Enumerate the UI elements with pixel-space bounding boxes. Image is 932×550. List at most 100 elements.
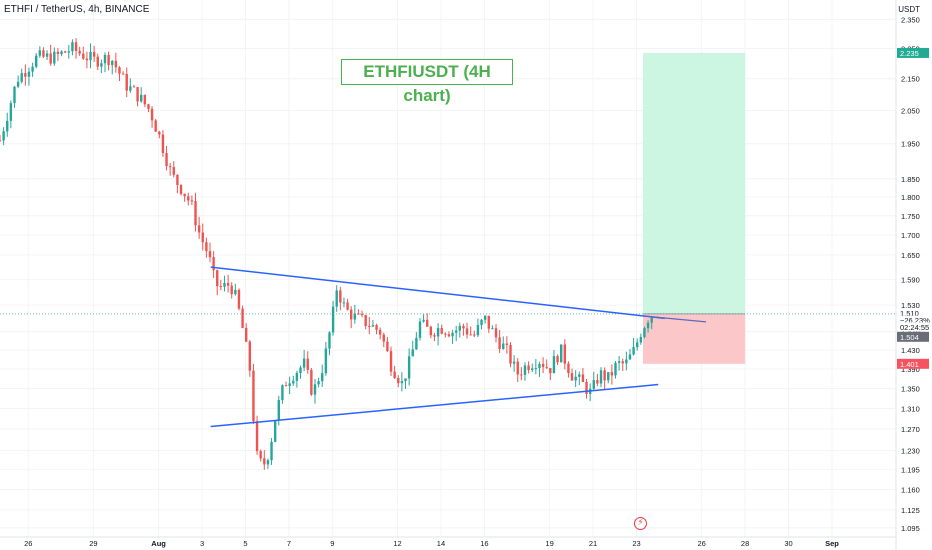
candle-body xyxy=(270,441,273,461)
candle-body xyxy=(310,369,313,395)
candle-body xyxy=(610,372,614,376)
candle-body xyxy=(429,326,433,336)
candle-body xyxy=(523,365,527,375)
candle-body xyxy=(16,81,20,87)
candle-body xyxy=(241,308,244,328)
candle-body xyxy=(444,333,447,335)
candle-body xyxy=(378,329,382,335)
candle-body xyxy=(288,383,291,387)
candle-body xyxy=(534,368,538,370)
candle-body xyxy=(360,313,364,316)
candle-body xyxy=(451,332,454,337)
candle-body xyxy=(111,60,114,66)
candle-body xyxy=(197,225,201,233)
candle-body xyxy=(426,319,429,327)
candle-body xyxy=(447,334,451,337)
candle-body xyxy=(509,344,512,364)
candle-body xyxy=(38,50,42,56)
symbol-legend[interactable]: ETHFI / TetherUS, 4h, BINANCE xyxy=(4,4,150,15)
candle-body xyxy=(27,71,31,77)
price-tick-label: 2.350 xyxy=(901,16,920,25)
candle-body xyxy=(306,358,309,370)
price-tick-label: 1.270 xyxy=(901,425,920,434)
price-label-bg-gray xyxy=(897,331,929,342)
price-tick-label: 1.850 xyxy=(901,175,920,184)
candle-body xyxy=(364,315,367,326)
chart-title-annotation[interactable]: ETHFIUSDT (4H chart) xyxy=(341,59,513,105)
trendlines xyxy=(210,266,707,428)
candle-body xyxy=(190,200,194,202)
currency-label: USDT xyxy=(898,5,920,14)
candle-body xyxy=(512,361,516,364)
loss-zone xyxy=(643,313,746,364)
price-label-bg-last_change xyxy=(897,315,929,325)
candle-body xyxy=(393,371,396,379)
price-tick-label: 1.650 xyxy=(901,251,920,260)
candle-body xyxy=(628,354,632,360)
candle-body xyxy=(465,328,469,335)
candle-body xyxy=(248,341,252,371)
time-tick-label: 3 xyxy=(200,539,204,548)
price-tick-label: 1.950 xyxy=(901,140,920,149)
candle-body xyxy=(45,53,49,57)
candle-body xyxy=(263,458,266,465)
time-tick-label: 26 xyxy=(24,539,32,548)
candle-body xyxy=(567,363,570,374)
price-tick-label: 1.590 xyxy=(901,276,920,285)
lightning-icon[interactable]: ⚡ xyxy=(634,517,647,530)
candle-body xyxy=(353,313,357,320)
candle-body xyxy=(158,131,161,135)
candle-body xyxy=(277,400,280,421)
candle-body xyxy=(292,380,295,384)
price-label-bg-last xyxy=(897,308,929,318)
candle-body xyxy=(216,270,219,287)
candle-body xyxy=(259,451,262,459)
candle-body xyxy=(650,317,653,323)
candle-body xyxy=(418,321,422,338)
price-tick-label: 1.195 xyxy=(901,466,920,475)
price-tick-label: 1.800 xyxy=(901,193,920,202)
candle-body xyxy=(541,363,545,368)
candle-body xyxy=(92,52,96,57)
candle-body xyxy=(313,384,317,395)
time-tick-label: 26 xyxy=(697,539,705,548)
candle-body xyxy=(71,42,74,52)
candle-body xyxy=(404,378,407,382)
time-tick-label: 19 xyxy=(545,539,553,548)
time-tick-label: 7 xyxy=(287,539,291,548)
candle-body xyxy=(556,356,559,363)
price-tick-label: 1.310 xyxy=(901,404,920,413)
candle-body xyxy=(346,302,349,310)
candle-body xyxy=(476,325,480,336)
candle-body xyxy=(433,335,436,337)
price-tick-label: 1.125 xyxy=(901,506,920,515)
candle-body xyxy=(237,289,241,309)
candle-body xyxy=(6,120,9,132)
candle-body xyxy=(223,282,226,287)
candle-body xyxy=(194,201,197,226)
candle-body xyxy=(632,347,635,355)
candle-body xyxy=(646,322,650,329)
candle-body xyxy=(31,66,34,72)
candle-body xyxy=(212,257,215,271)
candle-body xyxy=(578,374,581,377)
candle-body xyxy=(20,73,23,82)
candle-body xyxy=(136,87,139,102)
price-tick-label: 1.430 xyxy=(901,346,920,355)
candle-body xyxy=(230,285,233,295)
candle-body xyxy=(255,421,259,452)
time-tick-label: Aug xyxy=(151,539,166,548)
price-label-last: 1.510 xyxy=(900,309,919,318)
price-label-bg-stop xyxy=(897,358,929,369)
candle-body xyxy=(339,290,342,303)
candle-body xyxy=(505,343,509,345)
candle-body xyxy=(0,140,2,142)
candle-body xyxy=(85,58,89,61)
candle-body xyxy=(143,94,147,105)
candle-body xyxy=(581,374,585,382)
time-tick-label: 23 xyxy=(632,539,640,548)
candle-body xyxy=(273,420,277,442)
candle-body xyxy=(415,337,418,350)
candle-body xyxy=(103,54,107,64)
